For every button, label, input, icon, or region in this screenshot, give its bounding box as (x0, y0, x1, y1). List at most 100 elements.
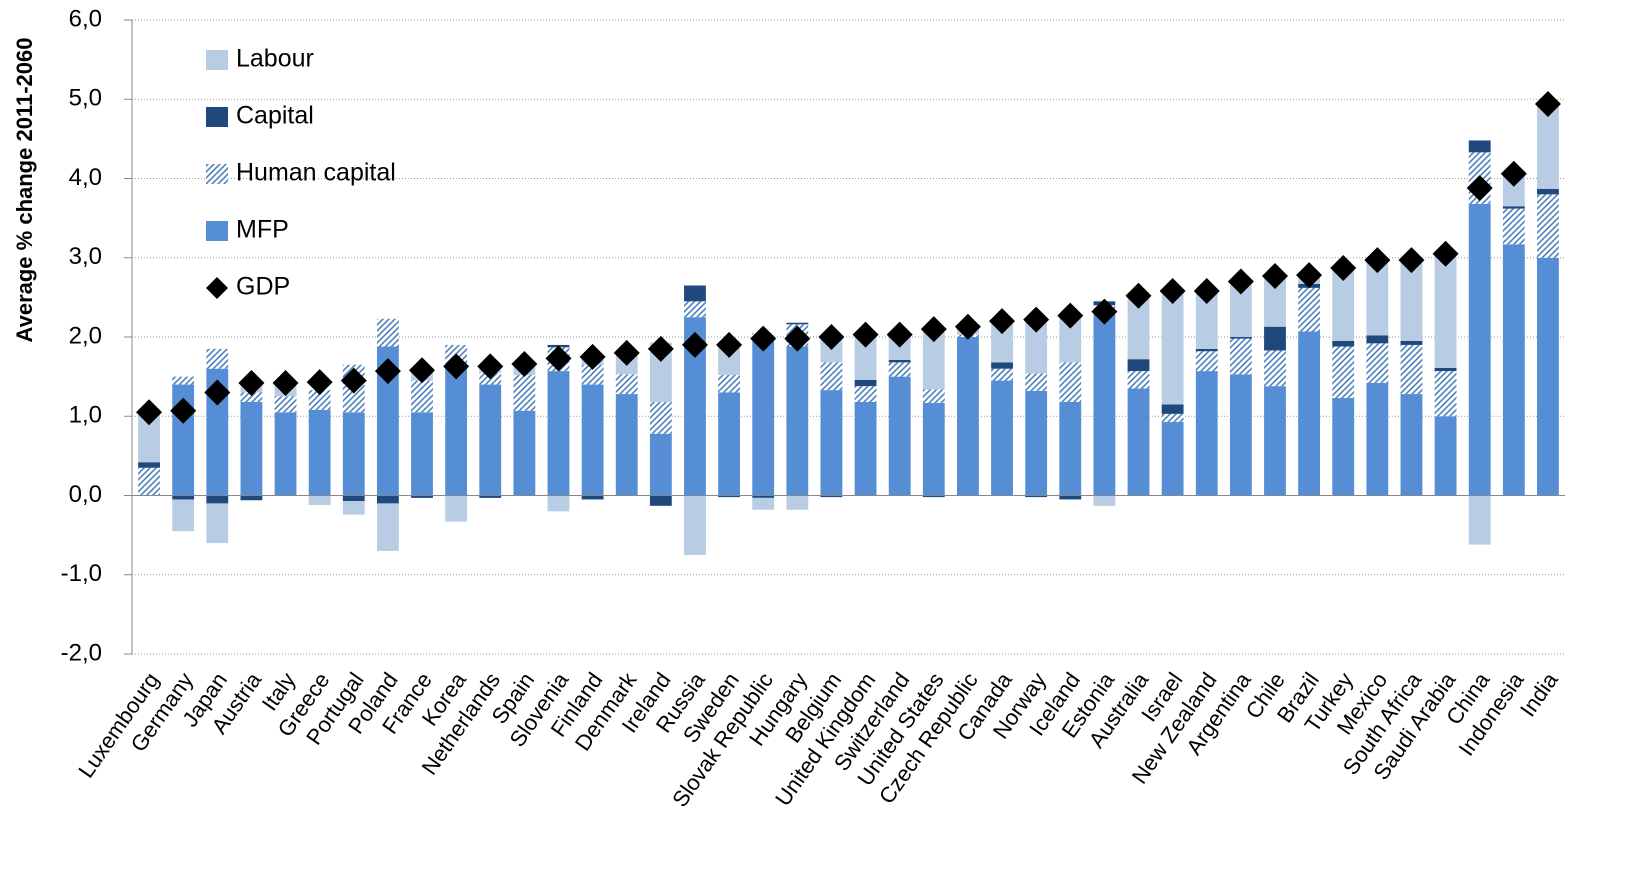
bar-segment (1366, 343, 1389, 383)
gdp-marker (920, 316, 947, 343)
bar-segment (1537, 101, 1559, 189)
bar-segment (1366, 382, 1389, 496)
gdp-marker (681, 331, 708, 358)
bar-segment (752, 497, 775, 510)
legend-label: Capital (236, 102, 314, 130)
bar-segment (274, 396, 297, 413)
bar-segment (547, 371, 570, 496)
bar-segment (1537, 194, 1559, 258)
bar-segment (854, 401, 877, 496)
bar-segment (922, 402, 945, 496)
bar-segment (1298, 331, 1321, 496)
bar-segment (1229, 281, 1252, 337)
bar-segment (888, 376, 911, 496)
bar-segment (206, 348, 229, 369)
gdp-marker (272, 369, 299, 396)
bar-segment (1127, 371, 1150, 389)
bar-segment (888, 359, 911, 363)
bar-segment (342, 501, 365, 515)
bar-segment (718, 375, 741, 393)
gdp-marker (204, 379, 231, 406)
bar-segment (786, 322, 809, 325)
bar-segment (615, 374, 638, 395)
bar-segment (1195, 351, 1218, 372)
bar-segment (445, 364, 468, 496)
legend-label: MFP (236, 216, 289, 244)
bar-segment (649, 433, 672, 496)
gdp-marker (170, 397, 197, 424)
gdp-marker (477, 353, 504, 380)
bar-segment (718, 392, 741, 496)
bar-segment (922, 389, 945, 403)
y-axis-title: Average % change 2011-2060 (12, 38, 37, 343)
gdp-marker (989, 308, 1016, 335)
bar-segment (1332, 267, 1355, 341)
bar-segment (820, 362, 843, 391)
bar-segment (1195, 371, 1218, 496)
bar-segment (1400, 340, 1423, 345)
bar-segment (1161, 421, 1184, 496)
y-tick-label: 6,0 (69, 5, 102, 32)
y-tick-label: 2,0 (69, 322, 102, 349)
bar-segment (1093, 495, 1116, 506)
bar-segment (547, 495, 570, 512)
y-tick-label: -2,0 (61, 639, 102, 666)
gdp-marker (1364, 247, 1391, 274)
gdp-marker (511, 350, 538, 377)
bar-segment (1332, 346, 1355, 399)
bar-segment (820, 495, 843, 498)
bar-segment (445, 495, 468, 522)
bar-segment (854, 379, 877, 387)
bar-segment (1434, 367, 1457, 372)
bar-segment (1059, 495, 1082, 500)
bar-segment (581, 384, 604, 496)
bar-segment (206, 368, 229, 496)
y-tick-label: 1,0 (69, 402, 102, 429)
gdp-marker (409, 357, 436, 384)
gdp-marker (1330, 255, 1357, 282)
bar-segment (581, 495, 604, 500)
legend-label: Human capital (236, 159, 396, 187)
bar-segment (308, 409, 331, 496)
gdp-marker (1534, 91, 1561, 118)
bar-segment (649, 342, 672, 402)
bar-segment (991, 321, 1013, 363)
bar-segment (956, 337, 979, 496)
gdp-marker (340, 367, 367, 394)
bar-segment (1127, 295, 1150, 360)
bar-segment (1537, 188, 1559, 195)
gdp-marker (1296, 262, 1323, 289)
bar-segment (479, 384, 502, 496)
gdp-marker (443, 353, 470, 380)
bar-segment (1468, 140, 1491, 153)
bar-segment (1400, 344, 1423, 395)
bar-segment (1229, 337, 1252, 339)
bar-segment (752, 339, 775, 496)
bar-segment (922, 495, 945, 498)
bar-segment (854, 386, 877, 402)
gdp-marker (1398, 247, 1425, 274)
bar-segment (206, 495, 229, 504)
legend-swatch (206, 50, 228, 70)
bar-segment (1025, 373, 1048, 391)
y-tick-label: 0,0 (69, 481, 102, 508)
bar-segment (411, 412, 433, 496)
bar-segment (1229, 374, 1252, 496)
legend-swatch (206, 277, 228, 299)
bar-segment (786, 346, 809, 496)
gdp-marker (1193, 278, 1220, 305)
bar-segment (684, 285, 706, 302)
bar-segment (1025, 319, 1048, 374)
gdp-marker (1261, 262, 1288, 289)
gdp-marker (852, 321, 879, 348)
legend-swatch (206, 164, 228, 184)
legend-label: Labour (236, 45, 314, 73)
bar-segment (1264, 350, 1286, 387)
bar-segment (1434, 371, 1457, 417)
y-tick-label: -1,0 (61, 560, 102, 587)
gdp-marker (1023, 306, 1050, 333)
gdp-marker (784, 325, 811, 352)
bar-segment (1161, 291, 1184, 405)
bar-segment (649, 401, 672, 434)
